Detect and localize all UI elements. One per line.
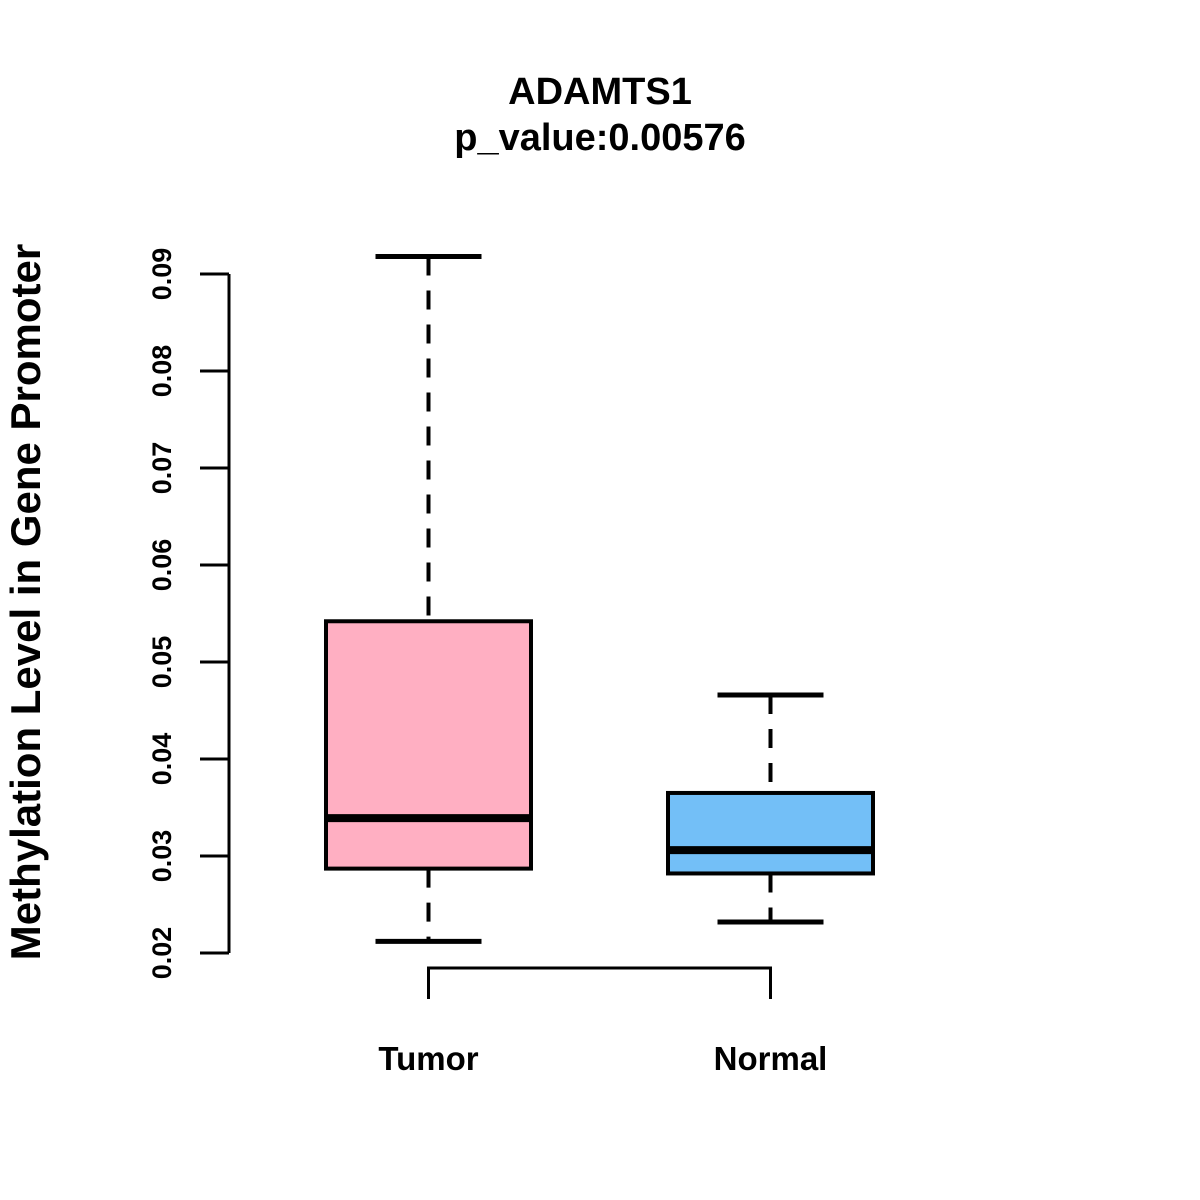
iqr-box	[324, 619, 533, 871]
y-axis-tick-label: 0.07	[147, 442, 177, 495]
y-axis-label: Methylation Level in Gene Promoter	[2, 244, 49, 960]
box-tumor	[324, 254, 533, 944]
y-axis-tick-label: 0.08	[147, 345, 177, 398]
box-normal	[666, 692, 875, 925]
x-axis-label-tumor: Tumor	[378, 1040, 478, 1077]
title-block: ADAMTS1 p_value:0.00576	[0, 69, 1200, 161]
box-group	[324, 254, 875, 944]
chart-subtitle: p_value:0.00576	[454, 117, 746, 159]
y-axis: 0.02 0.03 0.04 0.05 0.06 0.07 0.08 0.09	[147, 248, 231, 980]
chart-title: ADAMTS1	[508, 71, 692, 113]
y-axis-tick-label: 0.06	[147, 539, 177, 592]
y-axis-tick-label: 0.05	[147, 636, 177, 689]
iqr-box	[666, 790, 875, 876]
x-axis-label-normal: Normal	[714, 1040, 828, 1077]
y-axis-tick-label: 0.09	[147, 248, 177, 301]
y-axis-tick-label: 0.04	[147, 733, 177, 786]
y-axis-tick-label: 0.03	[147, 830, 177, 883]
x-axis-bracket	[427, 966, 772, 999]
x-axis: Tumor Normal	[378, 966, 828, 1077]
y-axis-tick-label: 0.02	[147, 927, 177, 980]
